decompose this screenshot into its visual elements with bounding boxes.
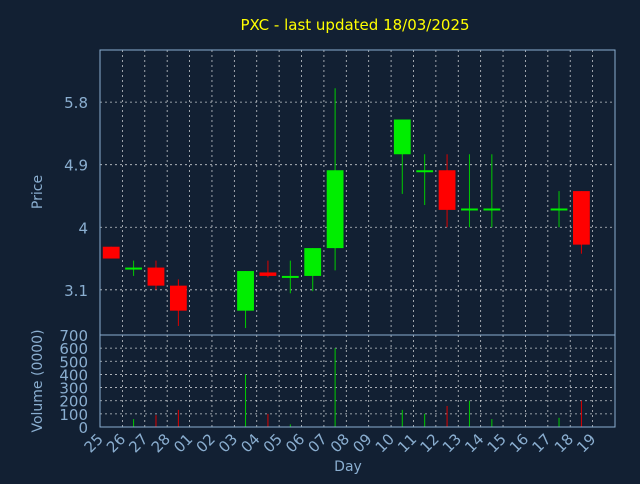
candle bbox=[416, 154, 434, 206]
candle-body bbox=[281, 275, 299, 278]
candle bbox=[326, 88, 344, 271]
volume-tick-label: 600 bbox=[59, 340, 88, 358]
price-tick-label: 4 bbox=[78, 219, 88, 237]
candle bbox=[102, 246, 120, 259]
chart-title: PXC - last updated 18/03/2025 bbox=[240, 16, 469, 34]
candle-body bbox=[461, 208, 478, 211]
candle-body bbox=[416, 170, 434, 173]
candle-body bbox=[483, 208, 501, 211]
price-candles bbox=[102, 88, 590, 329]
candle bbox=[125, 260, 142, 276]
price-axis-label: Price bbox=[30, 175, 46, 209]
candle-body bbox=[438, 170, 456, 210]
volume-tick-label: 400 bbox=[59, 366, 88, 384]
grid-lines bbox=[100, 50, 615, 427]
x-tick-label: 19 bbox=[573, 430, 599, 456]
candle-body bbox=[237, 271, 254, 311]
x-axis-label: Day bbox=[334, 459, 362, 475]
volume-tick-label: 300 bbox=[59, 380, 88, 398]
candle-body bbox=[147, 267, 165, 286]
volume-tick-label: 0 bbox=[78, 419, 88, 437]
volume-tick-label: 500 bbox=[59, 353, 88, 371]
price-tick-label: 5.8 bbox=[64, 94, 88, 112]
candle bbox=[237, 271, 254, 329]
y-tick-labels: 3.1 4 4.9 5.8 bbox=[64, 94, 88, 300]
volume-tick-label: 700 bbox=[59, 327, 88, 345]
candle-body bbox=[304, 248, 322, 276]
x-tick-labels: 2526272801020304050607080910111213141516… bbox=[81, 430, 600, 456]
price-tick-label: 3.1 bbox=[64, 282, 88, 300]
volume-tick-label: 200 bbox=[59, 393, 88, 411]
candle bbox=[169, 279, 187, 326]
candle-body bbox=[550, 208, 568, 211]
candle-body bbox=[393, 119, 411, 155]
candle bbox=[304, 248, 322, 292]
candle bbox=[483, 154, 501, 228]
candle-body bbox=[259, 272, 277, 276]
candle-body bbox=[573, 191, 590, 245]
candle bbox=[281, 260, 299, 294]
volume-axis-label: Volume (0000) bbox=[30, 329, 46, 432]
volume-tick-label: 100 bbox=[59, 406, 88, 424]
candle-body bbox=[326, 170, 344, 249]
candle bbox=[573, 191, 590, 254]
candle bbox=[461, 154, 478, 228]
candle-body bbox=[125, 267, 142, 270]
price-tick-label: 4.9 bbox=[64, 157, 88, 175]
candle bbox=[550, 191, 568, 228]
candle bbox=[438, 154, 456, 228]
candle-body bbox=[102, 246, 120, 259]
candle bbox=[259, 260, 277, 278]
candle-body bbox=[169, 285, 187, 311]
volume-panel-frame bbox=[99, 334, 616, 428]
candle bbox=[147, 260, 165, 290]
candle bbox=[393, 119, 411, 194]
